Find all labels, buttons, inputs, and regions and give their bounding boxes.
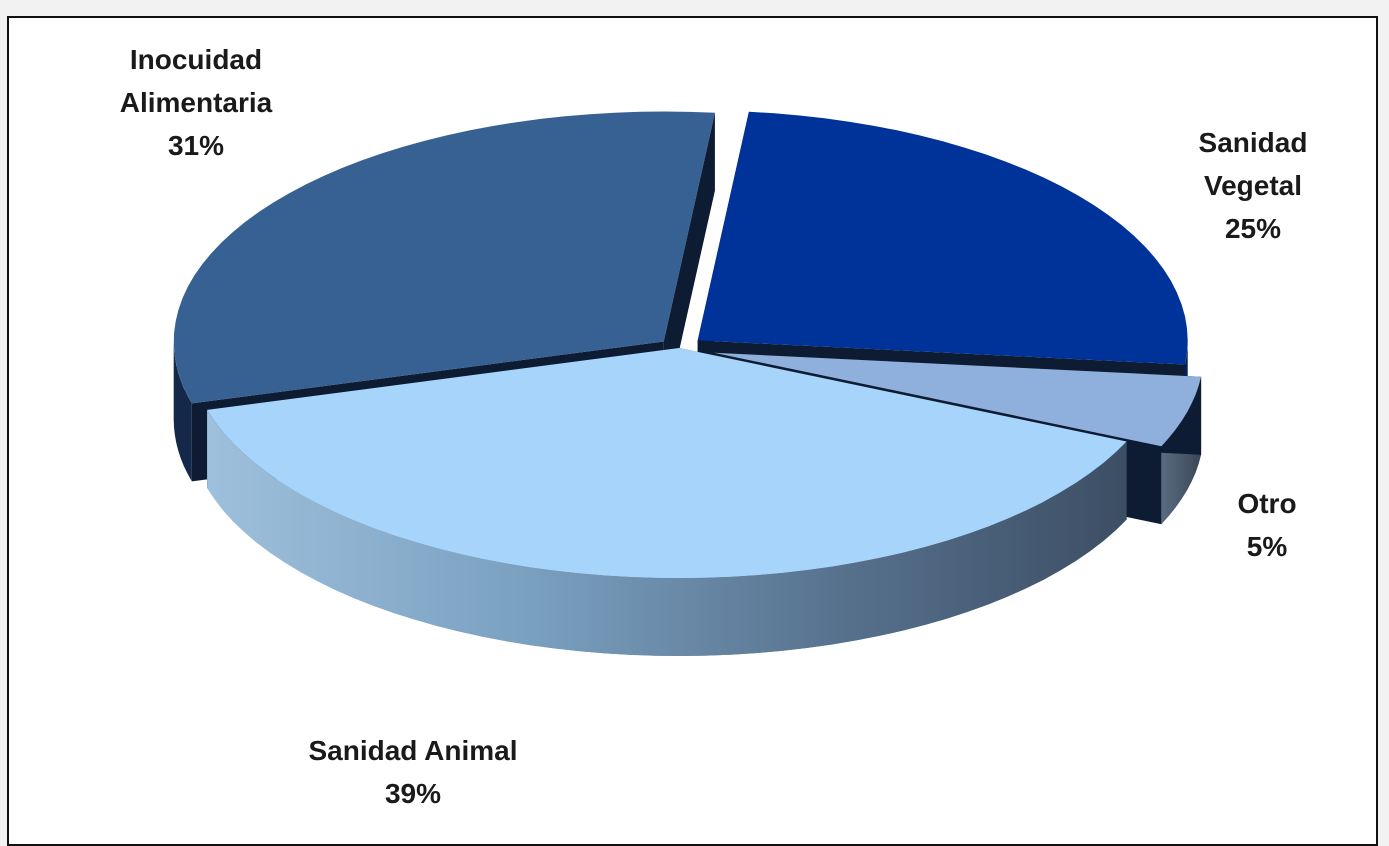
slice-side-wall [173, 341, 192, 482]
slice-side-wall-front [207, 409, 1127, 656]
slice-top [713, 352, 1202, 447]
slice-top [697, 111, 1188, 365]
chart-frame: Sanidad Vegetal 25% Otro 5% Sanidad Animal 39%… [7, 16, 1378, 846]
slice-value-label: 25% [1225, 213, 1281, 244]
slice-name-label: Alimentaria [120, 87, 273, 118]
slice-top [173, 111, 715, 404]
slice-name-label: Otro [1237, 488, 1296, 519]
slice-name-label: Sanidad Animal [308, 735, 517, 766]
slice-cut-face [663, 112, 715, 420]
slice-name-label: Sanidad [1199, 127, 1308, 158]
slice-value-label: 5% [1247, 531, 1288, 562]
pie-chart: Sanidad Vegetal 25% Otro 5% Sanidad Animal 39%… [120, 44, 1308, 809]
slice-name-label: Inocuidad [130, 44, 262, 75]
slice-value-label: 31% [168, 130, 224, 161]
slice-value-label: 39% [385, 778, 441, 809]
pie-slice-sanidad-animal [207, 348, 1127, 656]
slice-top [207, 348, 1127, 578]
slice-name-label: Vegetal [1204, 170, 1302, 201]
